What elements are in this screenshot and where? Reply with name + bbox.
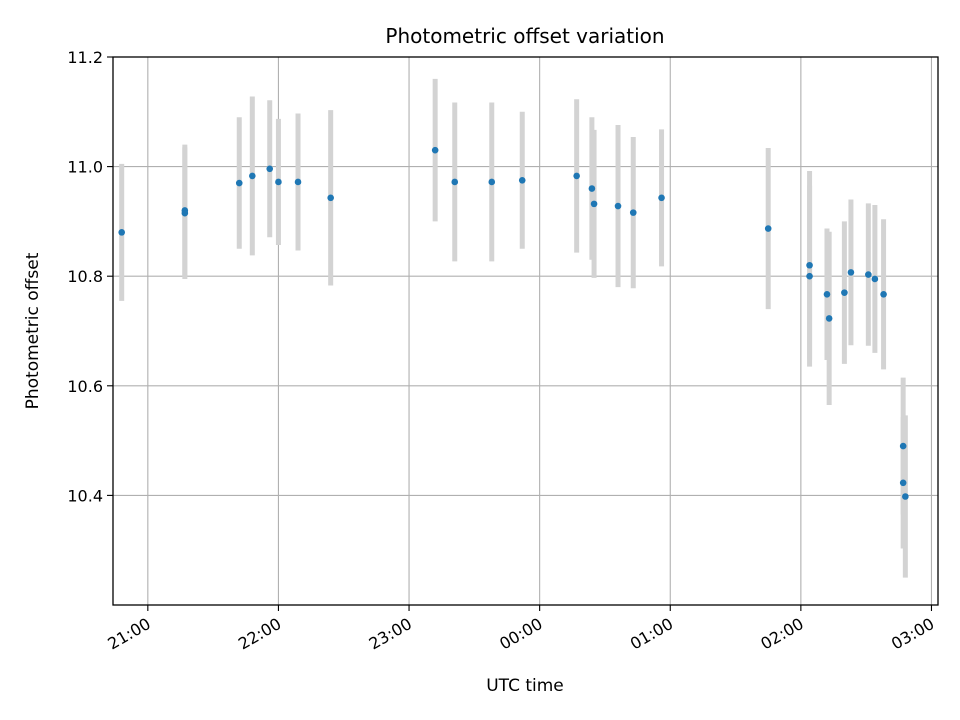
data-point (249, 172, 256, 180)
data-point (327, 194, 334, 202)
data-point (588, 185, 596, 192)
data-point (235, 179, 243, 187)
data-point (573, 172, 580, 180)
data-point (431, 146, 439, 154)
data-point (764, 225, 772, 232)
data-point (902, 493, 909, 500)
data-point (629, 209, 637, 216)
y-axis-title: Photometric offset (23, 252, 43, 409)
plot-area (113, 57, 938, 605)
x-axis-title: UTC time (486, 676, 564, 696)
data-point (865, 271, 872, 278)
grid-lines (113, 56, 938, 605)
data-point (899, 479, 907, 487)
data-point (590, 200, 598, 208)
data-point (841, 289, 848, 296)
data-point (275, 178, 282, 186)
data-point (181, 207, 189, 214)
data-point (899, 442, 907, 450)
data-point (806, 261, 813, 269)
data-point (825, 315, 833, 322)
data-point (847, 269, 855, 276)
data-point (451, 178, 459, 186)
y-tick-label: 11.2 (67, 48, 103, 67)
data-point (614, 202, 622, 210)
data-point (266, 165, 274, 173)
data-point (823, 290, 831, 298)
data-point (880, 290, 887, 298)
chart-title: Photometric offset variation (385, 24, 664, 48)
axis-ticks: 21:00 22:00 23:00 00:00 01:00 02:00 03:0010.41… (67, 48, 937, 654)
data-point (118, 229, 126, 236)
y-tick-label: 10.6 (67, 377, 103, 396)
y-tick-label: 10.4 (67, 486, 103, 505)
data-point (658, 194, 665, 202)
y-tick-label: 10.8 (67, 267, 103, 286)
data-point (518, 177, 526, 184)
data-point (806, 272, 813, 280)
data-point (871, 275, 879, 283)
data-points (118, 146, 909, 500)
data-point (294, 178, 302, 186)
data-point (488, 178, 496, 186)
plot-frame (112, 56, 939, 606)
y-tick-label: 11.0 (67, 158, 103, 177)
